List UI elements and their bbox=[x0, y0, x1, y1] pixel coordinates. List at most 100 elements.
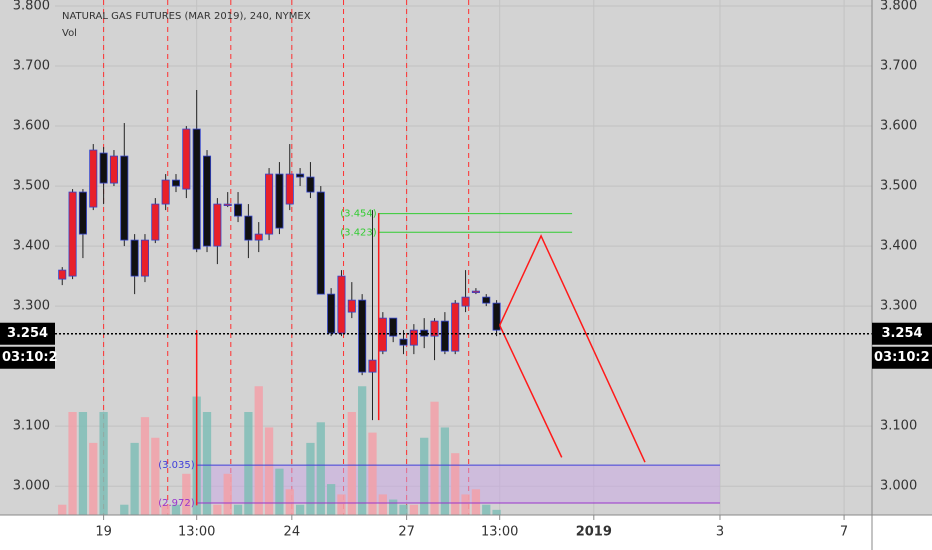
trend-drawing bbox=[499, 325, 563, 458]
candle-body bbox=[430, 320, 439, 337]
chart-title: NATURAL GAS FUTURES (MAR 2019), 240, NYM… bbox=[62, 11, 311, 22]
candle-body bbox=[451, 302, 460, 352]
candle-body bbox=[296, 173, 305, 178]
volume-bar bbox=[461, 494, 470, 515]
volume-bar bbox=[368, 432, 377, 515]
x-tick-label: 3 bbox=[716, 525, 724, 540]
candle-body bbox=[254, 233, 263, 241]
candle-body bbox=[140, 239, 149, 277]
candle-body bbox=[68, 191, 77, 277]
y-tick-label: 3.700 bbox=[13, 59, 50, 74]
y-tick-label: 3.000 bbox=[13, 479, 50, 494]
candle-body bbox=[440, 320, 449, 352]
volume-bar bbox=[399, 504, 408, 515]
volume-bar bbox=[347, 412, 356, 515]
volume-bar bbox=[306, 442, 315, 515]
y-tick-label: 3.500 bbox=[13, 179, 50, 194]
price-badge bbox=[872, 322, 932, 345]
grid bbox=[55, 0, 872, 515]
trend-drawing bbox=[499, 234, 646, 463]
volume-bar bbox=[171, 504, 181, 515]
candle-body bbox=[58, 269, 67, 280]
volume-bar bbox=[285, 489, 294, 515]
countdown-label: 03:10:2 bbox=[2, 350, 58, 365]
y-tick-label-right: 3.700 bbox=[880, 59, 917, 74]
volume-bar bbox=[492, 509, 501, 515]
volume-bar bbox=[409, 504, 418, 515]
volume bbox=[58, 386, 501, 515]
y-tick-label-right: 3.600 bbox=[880, 119, 917, 134]
candle-body bbox=[130, 239, 139, 277]
x-tick-label: 24 bbox=[284, 525, 301, 540]
volume-bar bbox=[378, 494, 387, 515]
candle-body bbox=[213, 203, 222, 247]
volume-bar bbox=[451, 453, 460, 515]
candle-body bbox=[161, 179, 170, 205]
y-tick-label: 3.100 bbox=[13, 419, 50, 434]
y-tick-label: 3.300 bbox=[13, 299, 50, 314]
y-tick-label-right: 3.000 bbox=[880, 479, 917, 494]
axes: 3.800 3.800 3.700 3.700 3.600 3.600 3.500 3.500… bbox=[13, 0, 917, 540]
volume-bar bbox=[213, 504, 222, 515]
volume-bar bbox=[244, 412, 253, 515]
y-tick-label: 3.800 bbox=[13, 0, 50, 14]
candle-body bbox=[171, 179, 181, 187]
candle-body bbox=[368, 359, 377, 373]
candle-body bbox=[378, 317, 387, 352]
countdown-badge bbox=[0, 346, 55, 369]
volume-bar bbox=[316, 422, 325, 515]
countdown-badge bbox=[872, 346, 932, 369]
y-tick-label-right: 3.300 bbox=[880, 299, 917, 314]
candle-body bbox=[120, 155, 129, 241]
price-badge bbox=[0, 322, 55, 345]
candle-body bbox=[265, 173, 274, 235]
price-badge-label: 3.254 bbox=[881, 326, 922, 341]
volume-bar bbox=[389, 499, 398, 515]
volume-bar bbox=[140, 417, 150, 515]
x-tick-label: 19 bbox=[95, 525, 112, 540]
drawings: (3.454) (3.423) (3.035) (2.972) bbox=[158, 209, 720, 509]
volume-bar bbox=[58, 504, 67, 515]
volume-bar bbox=[482, 504, 491, 515]
y-tick-label: 3.600 bbox=[13, 119, 50, 134]
x-tick-label: 7 bbox=[840, 525, 848, 540]
volume-bar bbox=[151, 437, 160, 515]
volume-bar bbox=[420, 437, 429, 515]
candle-body bbox=[399, 338, 408, 346]
candle-body bbox=[99, 152, 108, 184]
candle-body bbox=[285, 173, 294, 205]
volume-bar bbox=[233, 504, 243, 515]
candle-body bbox=[89, 149, 98, 208]
volume-bar bbox=[130, 442, 139, 515]
level-label: (3.454) bbox=[340, 209, 377, 220]
candle-body bbox=[471, 290, 480, 294]
volume-bar bbox=[161, 504, 170, 515]
candle-body bbox=[109, 155, 118, 184]
y-tick-label-right: 3.100 bbox=[880, 419, 917, 434]
volume-bar bbox=[99, 412, 108, 515]
candle-body bbox=[358, 299, 367, 373]
volume-bar bbox=[275, 468, 284, 515]
x-tick-label: 13:00 bbox=[178, 525, 215, 540]
volume-bar bbox=[182, 473, 191, 515]
volume-bar bbox=[223, 473, 232, 515]
time-axis-background bbox=[0, 515, 932, 550]
candle-body bbox=[389, 317, 398, 337]
y-tick-label-right: 3.400 bbox=[880, 239, 917, 254]
volume-label: Vol bbox=[62, 28, 77, 39]
candle-body bbox=[182, 128, 191, 190]
price-badge-label: 3.254 bbox=[7, 326, 48, 341]
candle-body bbox=[316, 191, 325, 295]
candle-body bbox=[151, 203, 160, 241]
volume-bar bbox=[337, 494, 346, 515]
level-label: (3.423) bbox=[340, 227, 377, 238]
x-tick-label: 2019 bbox=[576, 525, 612, 540]
volume-bar bbox=[264, 427, 274, 515]
plot-background bbox=[0, 0, 932, 515]
countdown-label: 03:10:2 bbox=[874, 350, 930, 365]
y-tick-label: 3.400 bbox=[13, 239, 50, 254]
candle-body bbox=[347, 299, 356, 313]
volume-bar bbox=[358, 386, 367, 515]
candles bbox=[58, 90, 501, 421]
